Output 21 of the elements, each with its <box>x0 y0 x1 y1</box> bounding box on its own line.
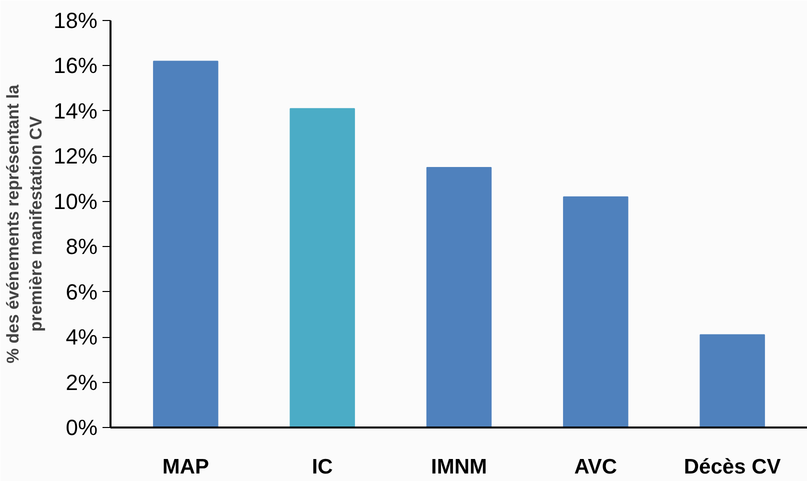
y-tick-label: 18% <box>53 8 98 33</box>
bar <box>700 334 765 428</box>
y-tick-label: 4% <box>66 324 98 350</box>
y-tick-label: 12% <box>53 144 98 169</box>
y-axis-title: % des événements représentant la première manifestation CV <box>4 84 46 364</box>
x-tick-label: AVC <box>574 456 618 478</box>
x-tick-label: IMNM <box>431 456 488 478</box>
y-tick-label: 2% <box>66 370 98 395</box>
bar <box>153 60 218 428</box>
y-tick-label: 14% <box>53 98 98 124</box>
y-tick-label: 16% <box>53 53 98 78</box>
x-tick-label: IC <box>312 456 333 478</box>
y-tick-label: 10% <box>53 188 98 214</box>
x-tick-label: Décès CV <box>684 456 781 478</box>
y-tick-label: 8% <box>66 234 98 260</box>
bar <box>563 196 628 428</box>
x-tick-label: MAP <box>162 456 210 478</box>
bar <box>290 108 355 428</box>
y-tick-label: 6% <box>66 279 98 304</box>
bar <box>426 166 492 428</box>
y-tick-label: 0% <box>66 415 98 440</box>
